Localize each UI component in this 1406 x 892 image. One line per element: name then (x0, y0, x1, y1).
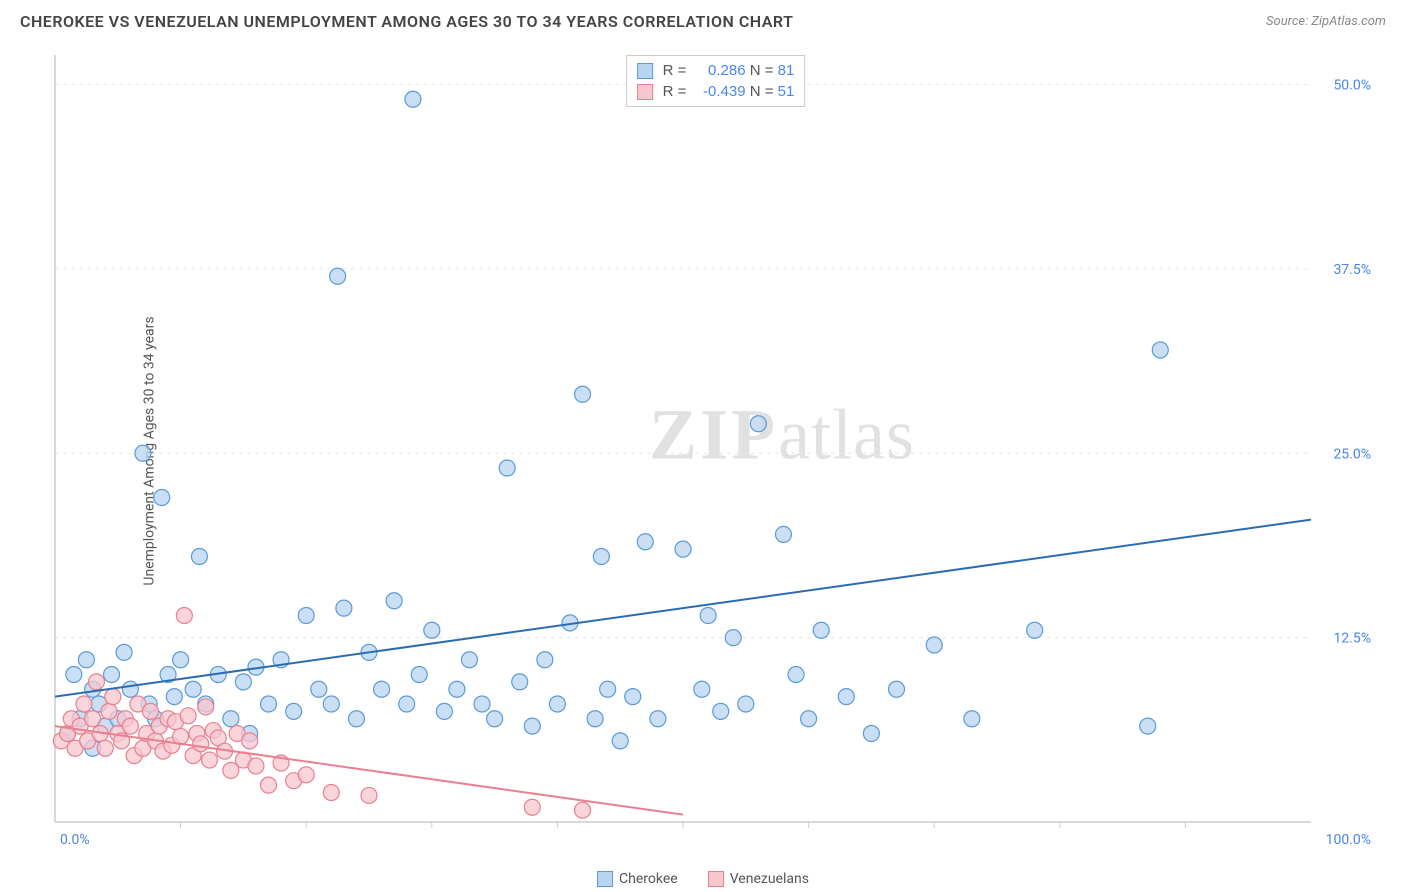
legend-swatch (637, 84, 653, 100)
legend-stat-text: R = 0.286 N = 81 (663, 60, 795, 81)
legend-label: Venezuelans (730, 871, 809, 887)
svg-text:12.5%: 12.5% (1333, 631, 1371, 647)
legend-stat-text: R = -0.439 N = 51 (663, 81, 795, 102)
svg-text:50.0%: 50.0% (1333, 78, 1371, 94)
svg-text:25.0%: 25.0% (1333, 446, 1371, 462)
svg-text:0.0%: 0.0% (60, 832, 90, 848)
chart-area: Unemployment Among Ages 30 to 34 years Z… (50, 50, 1381, 852)
legend-item: Venezuelans (708, 871, 809, 887)
legend-item: Cherokee (597, 871, 678, 887)
legend-stats-box: R = 0.286 N = 81R = -0.439 N = 51 (626, 55, 806, 107)
legend-swatch (597, 871, 613, 887)
legend-bottom: Cherokee Venezuelans (597, 871, 809, 887)
source-label: Source: ZipAtlas.com (1266, 14, 1386, 29)
chart-title: CHEROKEE VS VENEZUELAN UNEMPLOYMENT AMON… (20, 12, 793, 31)
scatter-plot: 12.5% 25.0% 37.5% 50.0% 0.0% 100.0% (50, 50, 1381, 852)
legend-stat-row: R = 0.286 N = 81 (637, 60, 795, 81)
legend-swatch (637, 63, 653, 79)
legend-swatch (708, 871, 724, 887)
svg-text:100.0%: 100.0% (1326, 832, 1371, 848)
legend-stat-row: R = -0.439 N = 51 (637, 81, 795, 102)
legend-label: Cherokee (619, 871, 678, 887)
svg-text:37.5%: 37.5% (1333, 262, 1371, 278)
